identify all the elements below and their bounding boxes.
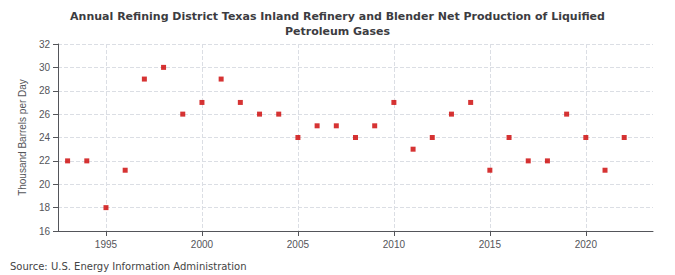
svg-text:32: 32 bbox=[39, 39, 51, 50]
svg-text:28: 28 bbox=[39, 85, 51, 96]
svg-text:22: 22 bbox=[39, 155, 51, 166]
svg-text:1995: 1995 bbox=[95, 239, 118, 250]
svg-text:2015: 2015 bbox=[479, 239, 502, 250]
svg-text:Source: U.S. Energy Informatio: Source: U.S. Energy Information Administ… bbox=[10, 261, 247, 272]
svg-text:Petroleum Gases: Petroleum Gases bbox=[285, 25, 391, 38]
svg-text:Thousand Barrels per Day: Thousand Barrels per Day bbox=[17, 79, 28, 196]
svg-text:20: 20 bbox=[39, 179, 51, 190]
svg-text:Annual Refining District Texas: Annual Refining District Texas Inland Re… bbox=[70, 10, 605, 23]
svg-text:2005: 2005 bbox=[287, 239, 310, 250]
svg-text:26: 26 bbox=[39, 109, 51, 120]
svg-text:16: 16 bbox=[39, 226, 51, 237]
svg-text:24: 24 bbox=[39, 132, 51, 143]
svg-text:2010: 2010 bbox=[383, 239, 406, 250]
svg-text:2000: 2000 bbox=[191, 239, 214, 250]
svg-text:18: 18 bbox=[39, 202, 51, 213]
svg-text:30: 30 bbox=[39, 62, 51, 73]
svg-text:2020: 2020 bbox=[575, 239, 598, 250]
